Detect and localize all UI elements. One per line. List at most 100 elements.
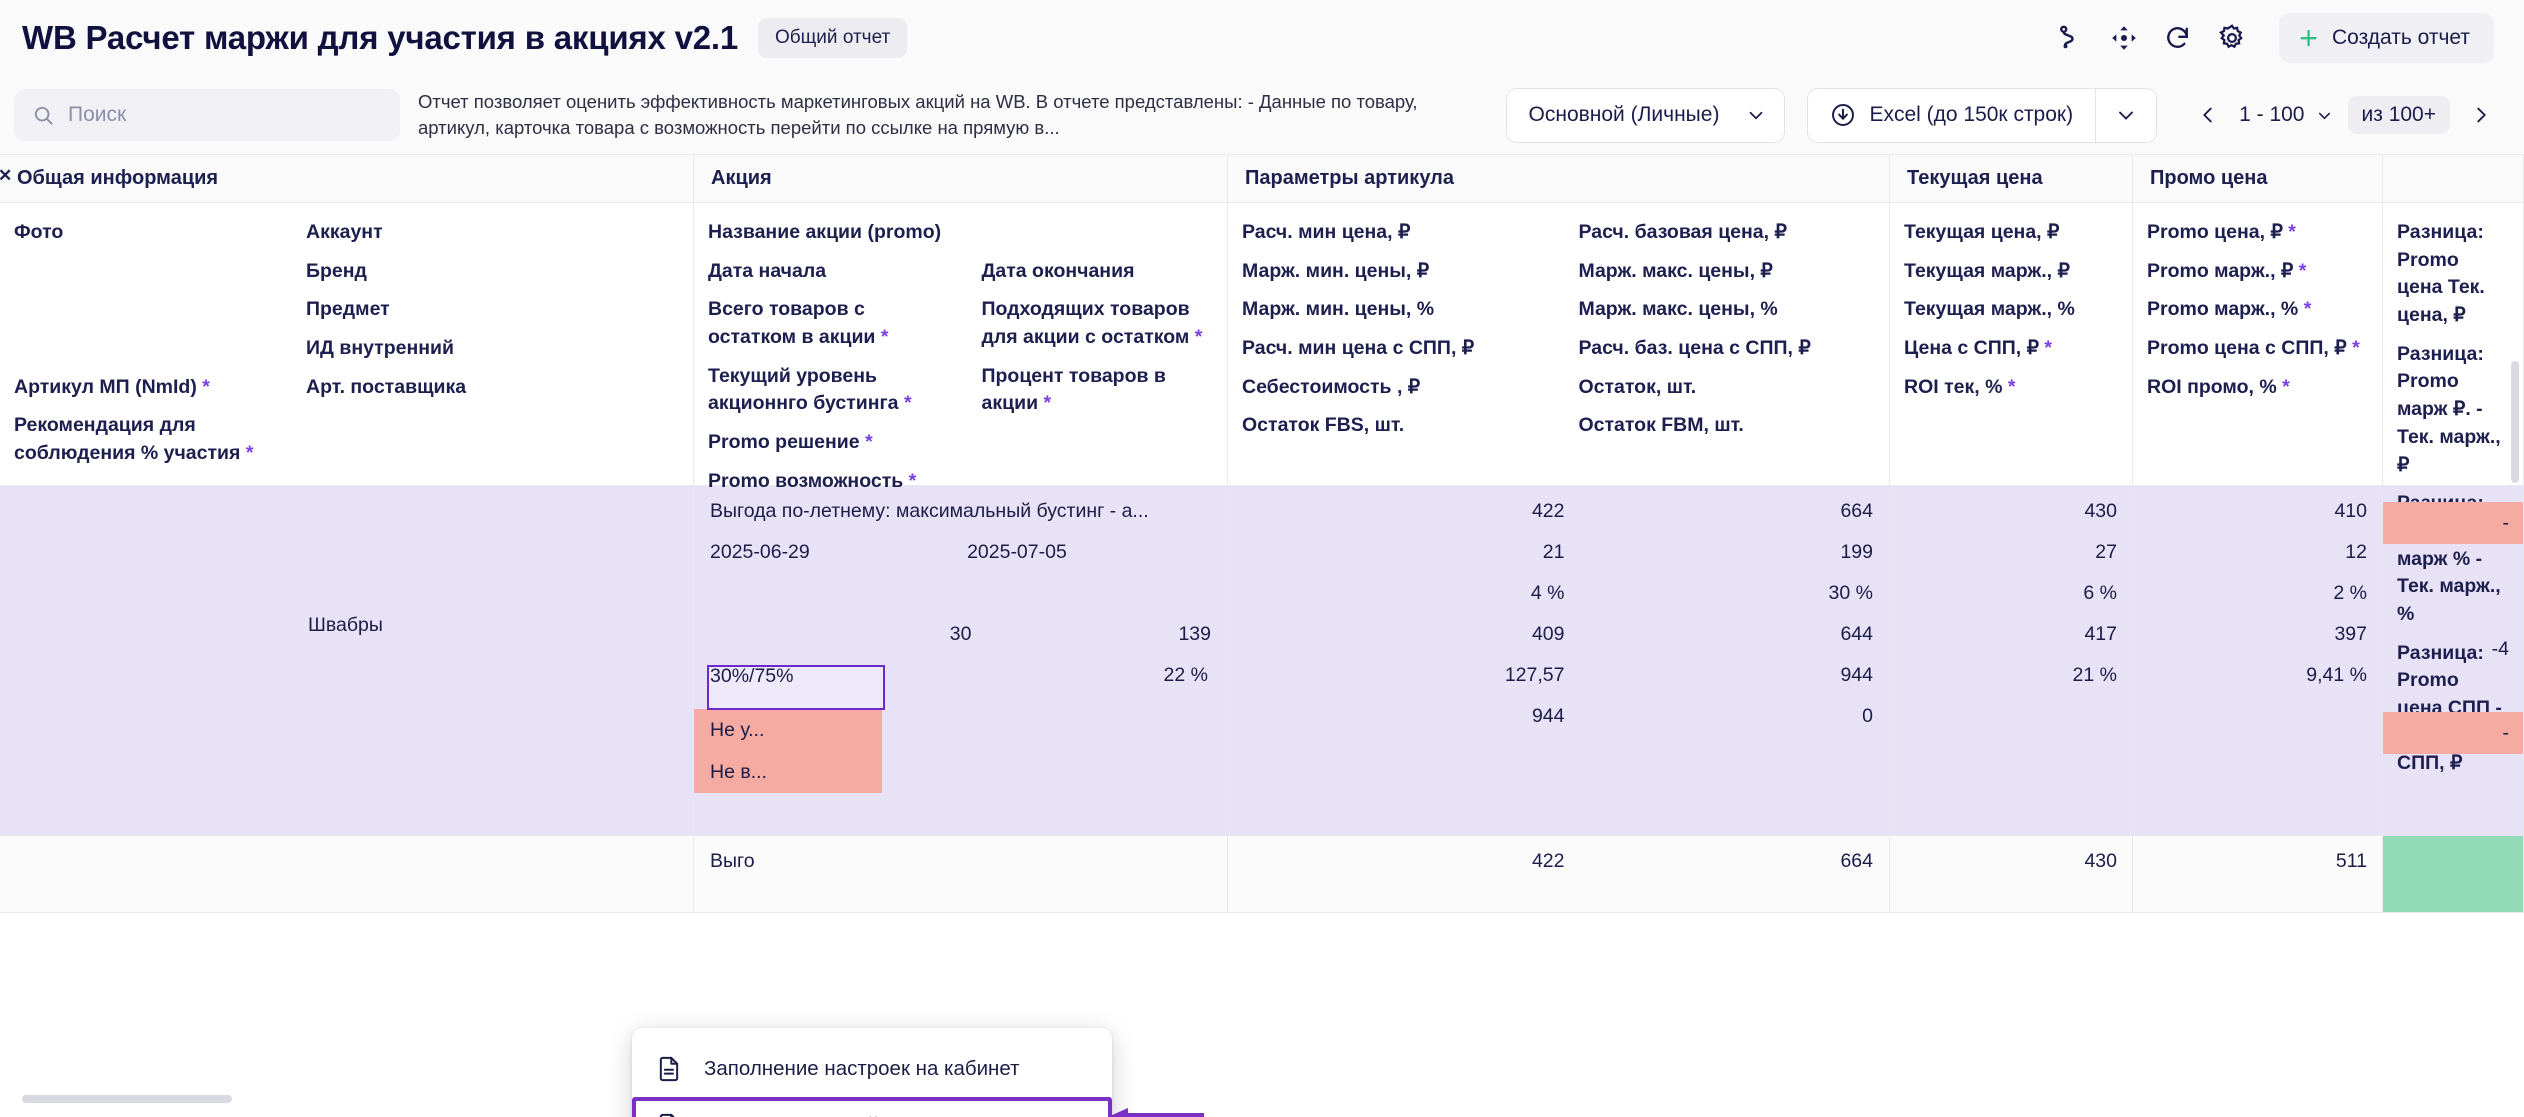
context-menu-item[interactable]: Изменить настройки артикула: [632, 1097, 1112, 1117]
column-header[interactable]: Рекомендация для соблюдения % участия *: [14, 414, 254, 465]
cell-boost-level[interactable]: 30%/75%: [710, 667, 794, 687]
column-header[interactable]: Себестоимость , ₽: [1242, 375, 1421, 398]
cell-base-price-spp[interactable]: 644: [1840, 625, 1873, 645]
cell-marg-min-pct[interactable]: 4 %: [1530, 584, 1565, 604]
column-header[interactable]: Арт. поставщика: [306, 375, 467, 398]
column-header[interactable]: Подходящих товаров для акции с остатком …: [981, 298, 1203, 349]
collapse-icon[interactable]: ✕: [0, 166, 12, 186]
column-header[interactable]: Расч. базовая цена, ₽: [1578, 221, 1787, 243]
next-page-button[interactable]: [2464, 95, 2498, 135]
cell-promo-title[interactable]: Выгода по-летнему: максимальный бустинг …: [710, 502, 1149, 522]
cell-difference[interactable]: [2383, 836, 2524, 912]
column-header[interactable]: Разница: Promo цена Тек. цена, ₽: [2397, 221, 2485, 327]
cell-stock-fbs[interactable]: 944: [1531, 707, 1565, 727]
column-header[interactable]: Текущий уровень акционнго бустинга *: [708, 364, 912, 415]
cell-promo-roi[interactable]: 9,41 %: [2306, 666, 2367, 686]
group-header[interactable]: [2383, 155, 2524, 202]
column-header[interactable]: Текущая марж., ₽: [1904, 259, 2070, 282]
cell-akciya[interactable]: Выгода по-летнему: максимальный бустинг …: [694, 486, 1228, 835]
cell-spacer-1[interactable]: [2383, 544, 2523, 586]
cell-article-params[interactable]: 422 664 21 199 4 % 30 % 409 644 127,57 944 944 0: [1228, 486, 1890, 835]
column-header[interactable]: Разница: Promo марж ₽. - Тек. марж., ₽: [2397, 342, 2501, 476]
column-header[interactable]: Название акции (promo): [708, 221, 942, 243]
cell-current-price[interactable]: 430 27 6 % 417 21 %: [1890, 486, 2133, 835]
cell-min-price[interactable]: 422: [1531, 852, 1565, 872]
group-header[interactable]: Промо цена: [2133, 155, 2383, 202]
cell-price-spp-diff[interactable]: -: [2383, 712, 2523, 754]
group-header[interactable]: Акция: [694, 155, 1228, 202]
column-header[interactable]: Дата окончания: [981, 259, 1135, 282]
cell-stock-fbm[interactable]: 0: [1862, 707, 1873, 727]
column-header[interactable]: Расч. мин цена, ₽: [1242, 221, 1411, 243]
column-header[interactable]: Всего товаров с остатком в акции *: [708, 298, 889, 349]
cell-general[interactable]: Швабры: [0, 486, 694, 835]
column-header[interactable]: Расч. баз. цена с СПП, ₽: [1578, 337, 1811, 360]
vertical-scrollbar[interactable]: [2511, 361, 2519, 483]
column-header[interactable]: Promo решение *: [708, 431, 873, 454]
gear-icon[interactable]: [2205, 11, 2259, 65]
group-header[interactable]: Параметры артикула: [1228, 155, 1890, 202]
column-header[interactable]: ROI тек, % *: [1904, 375, 2016, 398]
search-input[interactable]: Поиск: [14, 89, 400, 141]
table-row[interactable]: Выго 422 664 430 511: [0, 836, 2524, 913]
cell-current-marg-pct[interactable]: 6 %: [2083, 584, 2117, 604]
cell-cost[interactable]: 127,57: [1504, 666, 1565, 686]
cell-marg-max-pct[interactable]: 30 %: [1828, 584, 1873, 604]
report-type-badge[interactable]: Общий отчет: [758, 18, 908, 58]
cell-marg-min-rub[interactable]: 21: [1542, 543, 1565, 563]
cell-date-end[interactable]: 2025-07-05: [967, 543, 1067, 563]
table-row[interactable]: Швабры Выгода по-летнему: максимальный бу…: [0, 486, 2524, 836]
column-header[interactable]: Остаток FBM, шт.: [1578, 414, 1744, 437]
column-header[interactable]: Дата начала: [708, 259, 827, 282]
cell-promo-price[interactable]: 410: [2334, 502, 2367, 522]
column-header[interactable]: Текущая цена, ₽: [1904, 221, 2060, 243]
page-range-select[interactable]: 1 - 100: [2239, 103, 2333, 127]
column-header[interactable]: Promo возможность *: [708, 469, 917, 492]
cell-spacer-2[interactable]: [2383, 670, 2523, 712]
column-header[interactable]: Остаток FBS, шт.: [1242, 414, 1405, 437]
refresh-icon[interactable]: [2151, 11, 2205, 65]
cell-general[interactable]: [0, 836, 694, 912]
context-menu-item[interactable]: Заполнение настроек на кабинет: [632, 1040, 1112, 1097]
column-header[interactable]: Марж. макс. цены, %: [1578, 298, 1778, 321]
cell-difference[interactable]: - -4 -: [2383, 486, 2524, 835]
horizontal-scrollbar[interactable]: [22, 1095, 232, 1103]
cell-promo-marg-rub[interactable]: 12: [2345, 543, 2367, 563]
group-header[interactable]: Текущая цена: [1890, 155, 2133, 202]
cell-akciya[interactable]: Выго: [694, 836, 1228, 912]
column-header[interactable]: Promo цена с СПП, ₽ *: [2147, 337, 2360, 360]
column-header[interactable]: ROI промо, % *: [2147, 375, 2290, 398]
column-header[interactable]: Бренд: [306, 259, 367, 282]
cell-date-start[interactable]: 2025-06-29: [710, 543, 810, 563]
cell-current-price[interactable]: 430: [1890, 836, 2133, 912]
cell-current-price-spp[interactable]: 417: [2084, 625, 2117, 645]
column-header[interactable]: Марж. мин. цены, ₽: [1242, 259, 1430, 282]
export-options-button[interactable]: [2095, 87, 2158, 143]
cell-price-diff[interactable]: -: [2383, 502, 2523, 544]
column-header[interactable]: Promo цена, ₽ *: [2147, 221, 2296, 243]
cell-percent-in-promo[interactable]: 22 %: [1163, 666, 1208, 686]
cell-article-params[interactable]: 422 664: [1228, 836, 1890, 912]
view-select[interactable]: Основной (Личные): [1505, 87, 1786, 143]
cell-total-goods[interactable]: 30: [949, 625, 972, 645]
column-header[interactable]: Аккаунт: [306, 221, 383, 243]
cell-base-price[interactable]: 664: [1840, 502, 1873, 522]
route-icon[interactable]: [2043, 11, 2097, 65]
column-header[interactable]: Марж. мин. цены, %: [1242, 298, 1435, 321]
group-header[interactable]: ✕Общая информация: [0, 155, 694, 202]
export-excel-button[interactable]: Excel (до 150к строк): [1807, 87, 2096, 143]
cell-promo-price-spp[interactable]: 397: [2334, 625, 2367, 645]
cell-marg-rub-diff[interactable]: [2383, 586, 2523, 628]
cell-promo-price[interactable]: 511: [2335, 852, 2367, 872]
cell-base-price[interactable]: 664: [1840, 852, 1873, 872]
cell-current-roi[interactable]: 21 %: [2072, 666, 2117, 686]
focused-cell[interactable]: 30%/75%: [707, 665, 885, 710]
cell-marg-pct-diff[interactable]: -4: [2491, 638, 2509, 660]
column-header[interactable]: Promo марж., % *: [2147, 298, 2312, 321]
cell-promo-possibility[interactable]: Не в...: [694, 751, 882, 793]
cell-current-price[interactable]: 430: [2084, 852, 2117, 872]
cell-promo-price[interactable]: 511: [2133, 836, 2383, 912]
cell-price-diff-positive[interactable]: [2383, 836, 2523, 912]
cell-subject[interactable]: Швабры: [308, 616, 383, 636]
cell-current-marg-rub[interactable]: 27: [2095, 543, 2117, 563]
